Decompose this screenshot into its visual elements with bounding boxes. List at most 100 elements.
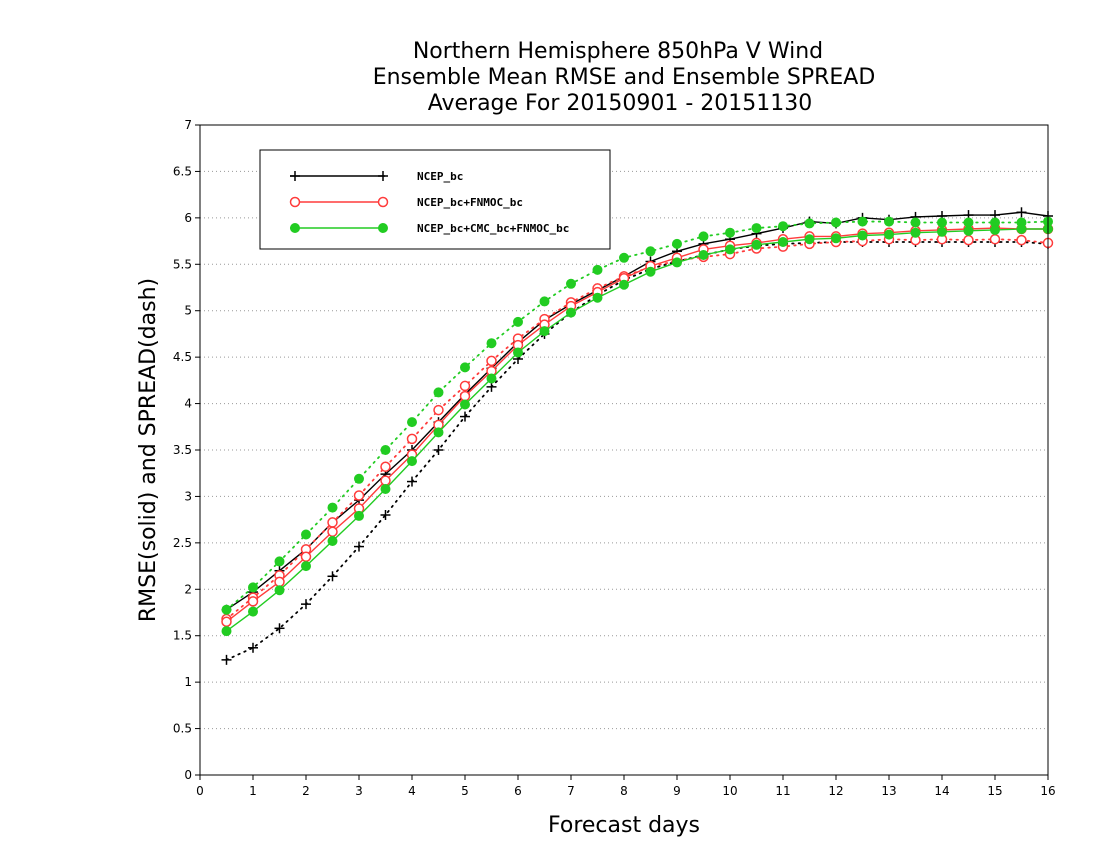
series-1-spread-point	[486, 381, 497, 392]
x-tick-label: 1	[249, 784, 257, 798]
legend-marker-2	[289, 196, 301, 208]
series-3-rmse-point	[884, 229, 894, 240]
x-tick-label: 0	[196, 784, 204, 798]
series-3-rmse-line	[225, 228, 1049, 632]
series-2-spread-point	[380, 461, 391, 472]
series-3-rmse-point	[910, 227, 921, 238]
series-3-spread-point	[433, 387, 444, 398]
x-tick-label: 4	[408, 784, 416, 798]
series-1-spread-point	[327, 571, 338, 582]
series-3-spread-point	[751, 223, 762, 234]
series-3-spread-point	[354, 473, 364, 484]
series-1-spread-point	[221, 654, 232, 665]
series-3-rmse-point	[486, 373, 497, 384]
grid-lines	[200, 170, 1048, 730]
series-2-rmse-point	[327, 526, 338, 537]
series-3-rmse-point	[725, 244, 735, 255]
x-tick-label: 14	[934, 784, 949, 798]
series-2-rmse-point	[459, 390, 471, 402]
series-3-spread-point	[857, 216, 868, 227]
series-3-spread-point	[380, 445, 391, 455]
series-3-spread-point	[698, 231, 709, 242]
series-3-spread-point	[645, 246, 656, 257]
series-1-spread-point	[274, 623, 285, 634]
x-tick-label: 9	[673, 784, 681, 798]
x-tick-label: 16	[1040, 784, 1055, 798]
series-3-spread-point	[672, 238, 682, 249]
series-3-rmse-point	[380, 484, 391, 494]
x-tick-label: 7	[567, 784, 575, 798]
series-2-spread-point	[353, 490, 365, 501]
series-3-spread-point	[592, 264, 603, 275]
series-3-spread-point	[407, 417, 417, 428]
x-tick-label: 2	[302, 784, 310, 798]
y-tick-label: 0	[184, 768, 192, 782]
series-3-spread-point	[301, 529, 311, 540]
series-1-rmse-point	[1016, 207, 1027, 218]
series-2-rmse-point	[247, 596, 259, 607]
x-tick-label: 12	[828, 784, 843, 798]
series-3-rmse-point	[831, 233, 841, 244]
legend-label-2: NCEP_bc+FNMOC_bc	[417, 196, 523, 209]
series-3-spread-point	[804, 218, 815, 229]
y-tick-label: 4.5	[173, 350, 192, 364]
series-3-rmse-point	[990, 224, 1000, 235]
x-tick-label: 15	[987, 784, 1002, 798]
series-3-spread-point	[963, 217, 974, 228]
series-3-rmse-point	[619, 279, 629, 290]
series-2-rmse-line	[225, 227, 1049, 623]
y-tick-label: 2	[184, 582, 192, 596]
series-3-rmse-point	[672, 257, 682, 268]
series-3-rmse-point	[937, 226, 947, 237]
legend-marker-2	[377, 196, 389, 208]
series-2-spread-point	[459, 380, 471, 392]
y-tick-label: 7	[184, 118, 192, 132]
series-3-spread-point	[274, 556, 285, 567]
y-tick-label: 1	[184, 675, 192, 689]
series-3-spread-point	[486, 338, 497, 349]
series-3-spread-point	[566, 278, 576, 289]
series-3-rmse-point	[592, 292, 603, 303]
series-3-spread-point	[460, 362, 470, 373]
y-tick-label: 3.5	[173, 443, 192, 457]
legend-label-1: NCEP_bc	[417, 170, 463, 183]
series-2-spread-point	[327, 517, 338, 528]
series-3-rmse-point	[645, 266, 656, 277]
chart-title: Northern Hemisphere 850hPa V Wind Ensemb…	[373, 39, 876, 116]
series-1-spread-point	[407, 476, 417, 487]
legend-box	[259, 149, 611, 250]
series-1-spread-point	[301, 599, 311, 610]
series-3-rmse-point	[248, 606, 258, 617]
series-3-spread-point	[725, 227, 735, 238]
x-axis-label: Forecast days	[548, 813, 700, 838]
series-3-spread-point	[884, 216, 894, 227]
series-2-spread-point	[963, 234, 974, 246]
series-3-spread-point	[937, 217, 947, 228]
series-2-spread-line	[225, 238, 1049, 620]
x-tick-label: 13	[881, 784, 896, 798]
x-tick-label: 8	[620, 784, 628, 798]
legend: NCEP_bc NCEP_bc+FNMOC_bc NCEP_bc+CMC_bc+FN…	[259, 149, 611, 250]
series-3-spread-point	[778, 221, 788, 232]
series-3-spread-point	[248, 582, 258, 593]
axis-ticks: 00.511.522.533.544.555.566.570 1 2 3 4 5 6 7 8 9 1…	[173, 118, 1056, 798]
series-2-spread-point	[486, 355, 497, 367]
series-2-rmse-point	[380, 475, 391, 486]
y-tick-label: 5.5	[173, 257, 192, 271]
series-3-rmse-point	[539, 326, 550, 337]
x-tick-label: 10	[722, 784, 737, 798]
legend-marker-1	[290, 171, 300, 181]
series-3-rmse-point	[327, 536, 338, 546]
series-1-spread-point	[248, 642, 258, 653]
series-3-spread-line	[225, 220, 1049, 611]
series-3-rmse-point	[513, 347, 523, 358]
series-3-rmse-point	[433, 427, 444, 438]
x-tick-label: 5	[461, 784, 469, 798]
series-2-spread-point	[406, 433, 418, 445]
x-tick-label: 3	[355, 784, 363, 798]
series-1-spread-point	[433, 445, 444, 455]
series-3-spread-point	[539, 296, 550, 307]
series-2-spread-point	[989, 233, 1001, 245]
y-tick-label: 1.5	[173, 629, 192, 643]
